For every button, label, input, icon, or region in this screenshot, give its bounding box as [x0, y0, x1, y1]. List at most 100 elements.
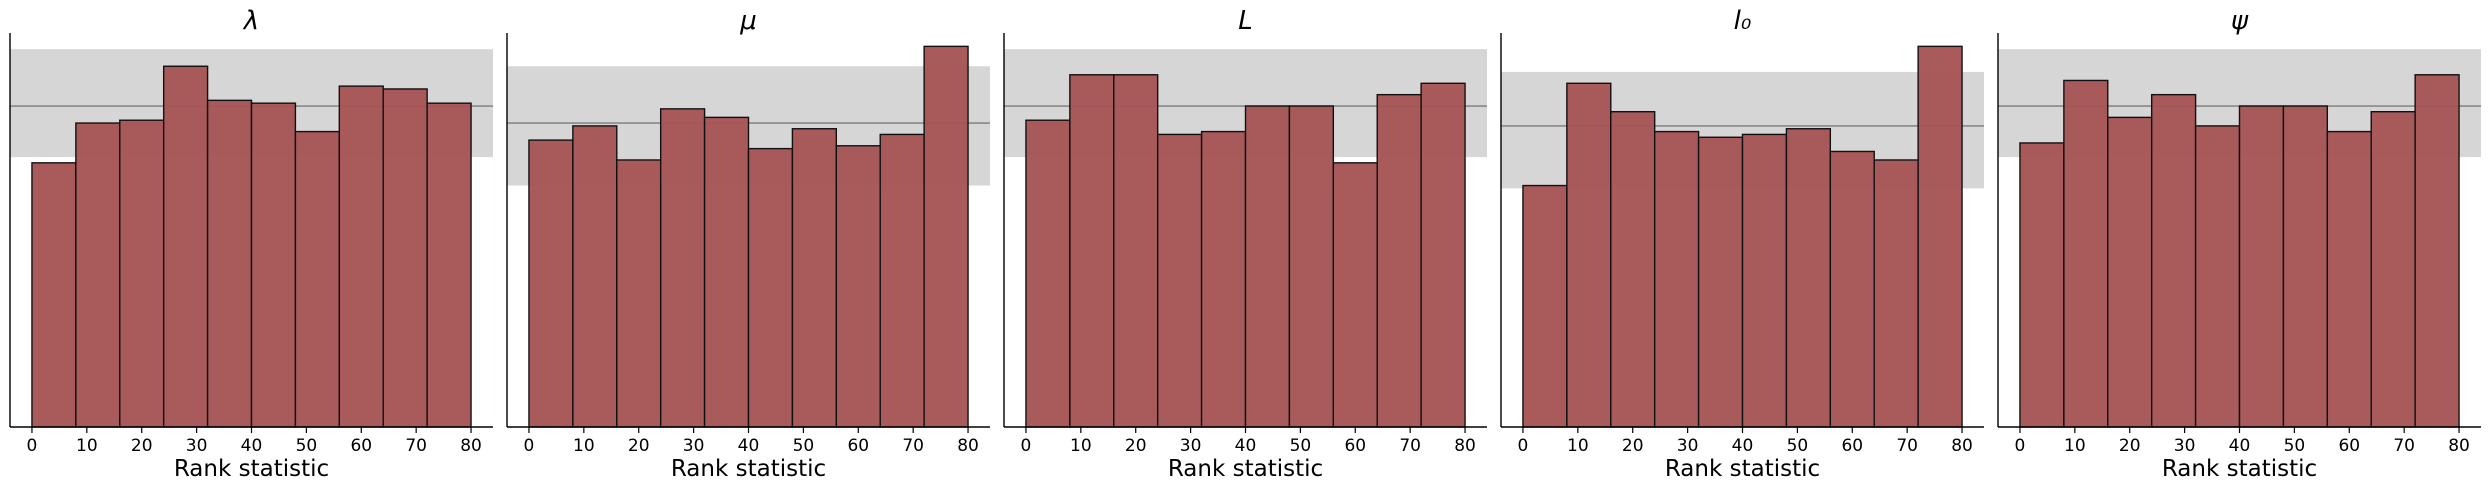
x-tick-label: 80	[460, 436, 482, 456]
histogram-bar	[1113, 74, 1159, 428]
histogram-bar	[572, 125, 618, 428]
histogram-bar	[162, 65, 209, 428]
x-tick-label: 20	[628, 436, 650, 456]
x-tick-label: 50	[1290, 436, 1312, 456]
x-axis-label: Rank statistic	[1665, 456, 1820, 482]
histogram-bar	[528, 139, 574, 428]
histogram-bar	[1917, 45, 1963, 428]
x-tick-label: 80	[1454, 436, 1476, 456]
histogram-bar	[1156, 133, 1203, 428]
chart-panel-5: 0 10 20 30 40 50 60 70 80 Rank statistic ψ	[1997, 6, 2481, 482]
histogram-bar	[2150, 93, 2197, 428]
x-tick-label: 30	[1677, 436, 1699, 456]
histogram-bar	[2282, 105, 2329, 428]
histogram-bar	[426, 102, 472, 428]
histogram-bar	[338, 85, 384, 428]
histogram-bar	[923, 45, 969, 428]
histogram-bar	[250, 102, 297, 428]
x-axis-label: Rank statistic	[1168, 456, 1323, 482]
x-tick-label: 0	[2015, 436, 2026, 456]
x-tick-label: 60	[1841, 436, 1863, 456]
histogram-bar	[1697, 136, 1744, 428]
histogram-bar	[206, 99, 253, 428]
x-tick-label: 50	[1787, 436, 1809, 456]
histogram-bar	[2107, 116, 2153, 428]
chart-title: ψ	[2231, 6, 2249, 36]
x-tick-label: 20	[2119, 436, 2141, 456]
x-tick-label: 60	[2338, 436, 2360, 456]
histogram-bar	[659, 108, 706, 428]
x-tick-label: 30	[683, 436, 705, 456]
histogram-bar	[1025, 119, 1071, 428]
x-tick-label: 0	[1518, 436, 1529, 456]
x-tick-label: 70	[902, 436, 924, 456]
histogram-bar	[879, 133, 925, 428]
chart-title: μ	[739, 6, 757, 36]
histogram-bar	[119, 119, 165, 428]
x-tick-label: 40	[738, 436, 760, 456]
x-axis-label: Rank statistic	[174, 456, 329, 482]
x-tick-label: 70	[405, 436, 427, 456]
x-tick-label: 10	[573, 436, 595, 456]
histogram-bar	[1069, 74, 1115, 428]
histogram-bar	[1420, 82, 1466, 428]
x-tick-label: 70	[1399, 436, 1421, 456]
histogram-bar	[1332, 162, 1378, 428]
histogram-bar	[31, 162, 77, 428]
chart-panel-2: 0 10 20 30 40 50 60 70 80 Rank statistic μ	[506, 6, 990, 482]
histogram-bar	[835, 145, 881, 428]
histogram-bar	[2063, 79, 2109, 428]
histogram-bar	[75, 122, 121, 428]
histogram-bar	[1376, 93, 1422, 428]
histogram-bar	[294, 130, 341, 428]
x-tick-label: 30	[186, 436, 208, 456]
x-tick-label: 80	[1951, 436, 1973, 456]
x-tick-label: 50	[793, 436, 815, 456]
x-axis-label: Rank statistic	[2162, 456, 2317, 482]
x-tick-label: 60	[350, 436, 372, 456]
histogram-bar	[2414, 74, 2460, 428]
x-tick-label: 40	[241, 436, 263, 456]
x-tick-label: 20	[1622, 436, 1644, 456]
x-tick-label: 70	[1896, 436, 1918, 456]
histogram-bar	[2370, 110, 2416, 428]
histogram-bar	[2238, 105, 2285, 428]
x-tick-label: 0	[27, 436, 38, 456]
chart-panel-4: 0 10 20 30 40 50 60 70 80 Rank statistic l₀	[1500, 6, 1984, 482]
chart-panel-3: 0 10 20 30 40 50 60 70 80 Rank statistic L	[1003, 6, 1487, 482]
histogram-bar	[382, 88, 428, 428]
x-tick-label: 20	[1125, 436, 1147, 456]
chart-title: λ	[242, 6, 259, 36]
histogram-bar	[1522, 184, 1568, 428]
x-tick-label: 0	[524, 436, 535, 456]
histogram-bar	[2326, 130, 2372, 428]
x-tick-label: 40	[2229, 436, 2251, 456]
histogram-bar	[1200, 130, 1247, 428]
chart-title: L	[1238, 6, 1253, 36]
chart-panel-1: 0 10 20 30 40 50 60 70 80 Rank statistic λ	[9, 6, 493, 482]
x-tick-label: 20	[131, 436, 153, 456]
histogram-bar	[1741, 133, 1788, 428]
histogram-bar	[1785, 128, 1832, 428]
x-tick-label: 30	[1180, 436, 1202, 456]
x-tick-label: 40	[1235, 436, 1257, 456]
histogram-bar	[1566, 82, 1612, 428]
chart-title: l₀	[1734, 6, 1752, 36]
histogram-bar	[703, 116, 750, 428]
x-tick-label: 0	[1021, 436, 1032, 456]
histogram-bar	[791, 128, 838, 428]
x-tick-label: 60	[1344, 436, 1366, 456]
x-tick-label: 40	[1732, 436, 1754, 456]
histogram-bar	[616, 159, 662, 428]
histogram-bar	[1244, 105, 1291, 428]
x-tick-label: 80	[2448, 436, 2470, 456]
x-tick-label: 80	[957, 436, 979, 456]
histogram-bar	[1653, 130, 1700, 428]
x-tick-label: 10	[2064, 436, 2086, 456]
x-tick-label: 10	[1070, 436, 1092, 456]
x-tick-label: 60	[847, 436, 869, 456]
x-tick-label: 70	[2393, 436, 2415, 456]
histogram-bar	[747, 147, 794, 428]
histogram-bar	[1829, 150, 1875, 428]
